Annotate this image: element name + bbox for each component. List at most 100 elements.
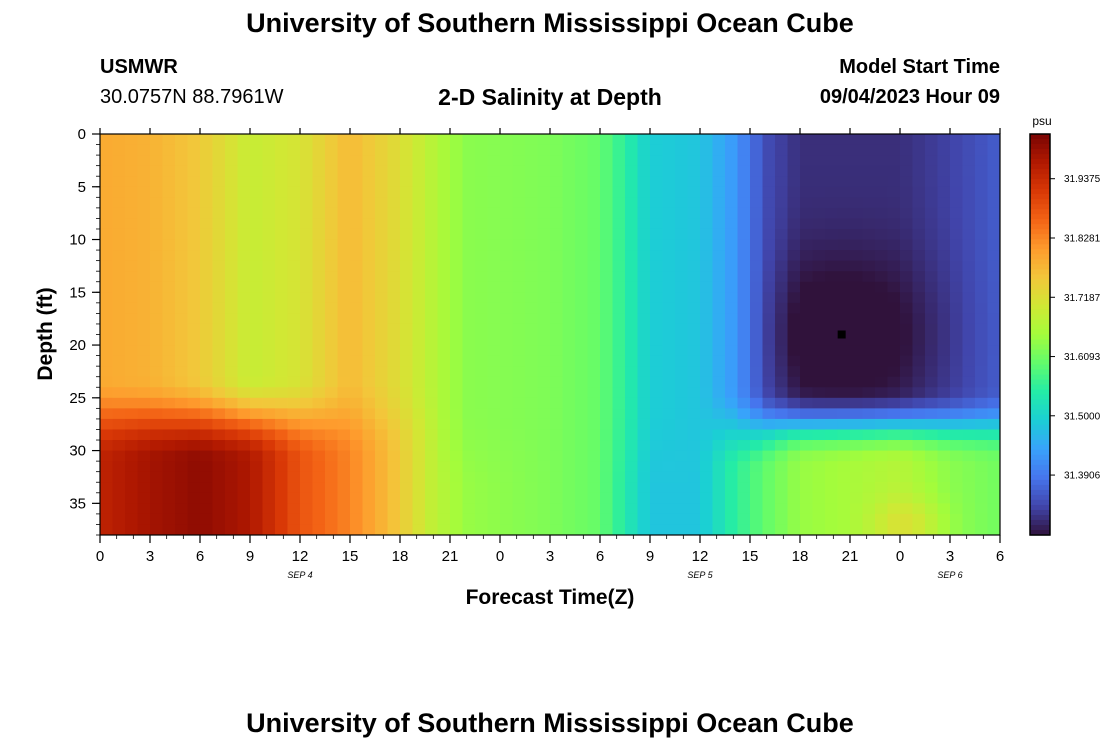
heatmap-cell [587,250,601,262]
heatmap-cell [537,366,551,378]
heatmap-cell [512,228,526,241]
heatmap-cell [350,387,364,399]
heatmap-cell [937,281,951,293]
heatmap-cell [637,387,651,399]
heatmap-cell [737,323,751,336]
heatmap-cell [225,524,239,535]
heatmap-cell [925,165,939,177]
heatmap-cell [987,418,1000,431]
heatmap-cell [412,260,426,272]
heatmap-cell [875,271,889,283]
heatmap-cell [325,450,339,462]
heatmap-cell [675,366,689,378]
heatmap-cell [550,250,564,262]
heatmap-cell [700,165,714,177]
heatmap-cell [200,207,214,220]
heatmap-cell [825,197,839,209]
heatmap-cell [987,207,1000,220]
heatmap-cell [587,186,601,198]
heatmap-cell [925,228,939,241]
heatmap-cell [562,134,576,146]
heatmap-cell [787,155,801,167]
heatmap-cell [612,334,626,346]
heatmap-cell [200,387,214,399]
heatmap-cell [400,228,414,241]
heatmap-cell [375,524,389,535]
heatmap-cell [712,345,726,357]
heatmap-cell [350,250,364,262]
heatmap-cell [650,207,664,220]
heatmap-cell [650,134,664,146]
heatmap-cell [900,313,914,325]
heatmap-cell [337,292,351,304]
heatmap-cell [712,260,726,272]
heatmap-cell [937,334,951,346]
heatmap-cell [700,271,714,283]
heatmap-cell [362,429,376,441]
heatmap-cell [400,334,414,346]
heatmap-cell [712,513,726,526]
heatmap-cell [850,250,864,262]
heatmap-cell [700,418,714,431]
heatmap-cell [350,281,364,293]
heatmap-cell [662,450,676,462]
minimum-marker [837,330,846,339]
heatmap-cell [637,292,651,304]
heatmap-cell [325,239,339,251]
heatmap-cell [325,134,339,146]
heatmap-cell [112,355,126,367]
heatmap-cell [675,165,689,177]
heatmap-cell [237,165,251,177]
heatmap-cell [337,397,351,409]
heatmap-cell [737,440,751,452]
heatmap-cell [325,524,339,535]
heatmap-cell [750,524,764,535]
heatmap-cell [987,366,1000,378]
heatmap-cell [825,165,839,177]
heatmap-cell [700,513,714,526]
heatmap-cell [812,482,826,494]
heatmap-cell [812,418,826,431]
heatmap-cell [950,334,964,346]
heatmap-cell [362,292,376,304]
heatmap-cell [775,281,789,293]
heatmap-cell [450,155,464,167]
heatmap-cell [987,440,1000,452]
heatmap-cell [912,302,926,314]
heatmap-cell [350,461,364,473]
heatmap-cell [350,418,364,431]
heatmap-cell [662,313,676,325]
colorbar-swatch [1030,464,1050,471]
heatmap-cell [650,461,664,473]
heatmap-cell [300,323,314,336]
heatmap-cell [625,260,639,272]
heatmap-cell [337,323,351,336]
heatmap-cell [337,492,351,504]
heatmap-cell [550,207,564,220]
heatmap-cell [437,155,451,167]
heatmap-cell [962,366,976,378]
heatmap-cell [725,207,739,220]
heatmap-cell [825,429,839,441]
heatmap-cell [437,239,451,251]
heatmap-cell [162,513,176,526]
heatmap-cell [362,376,376,388]
heatmap-cell [337,429,351,441]
heatmap-cell [100,492,114,504]
heatmap-cell [487,302,501,314]
heatmap-cell [912,450,926,462]
heatmap-cell [725,492,739,504]
heatmap-cell [637,429,651,441]
heatmap-cell [350,450,364,462]
heatmap-cell [525,218,539,230]
heatmap-cell [875,313,889,325]
heatmap-cell [525,134,539,146]
heatmap-cell [775,207,789,220]
colorbar-tick-label: 31.3906 [1064,471,1100,482]
heatmap-cell [712,524,726,535]
heatmap-cell [550,134,564,146]
heatmap-cell [700,503,714,515]
heatmap-cell [800,271,814,283]
heatmap-cell [962,503,976,515]
heatmap-cell [700,228,714,241]
